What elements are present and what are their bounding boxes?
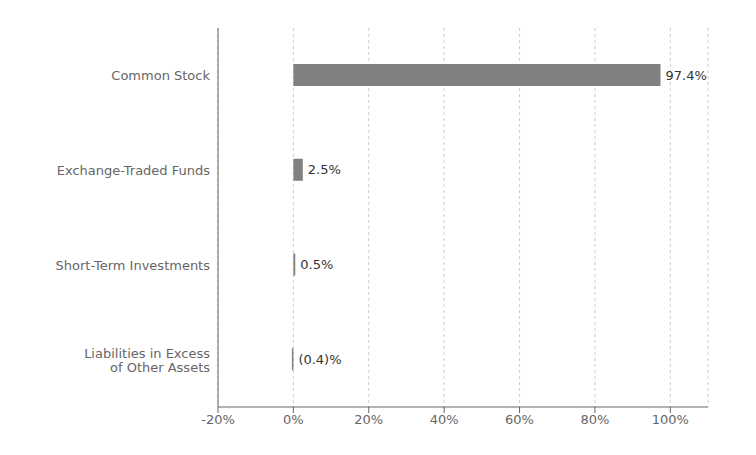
svg-text:Short-Term Investments: Short-Term Investments [56,257,211,272]
svg-text:97.4%: 97.4% [666,68,707,83]
svg-text:(0.4)%: (0.4)% [298,352,341,367]
svg-text:20%: 20% [354,412,383,427]
svg-text:80%: 80% [580,412,609,427]
svg-text:Exchange-Traded Funds: Exchange-Traded Funds [57,163,210,178]
svg-text:0%: 0% [283,412,304,427]
svg-text:Liabilities in Excessof Other: Liabilities in Excessof Other Assets [84,345,210,374]
svg-text:40%: 40% [430,412,459,427]
svg-text:Common Stock: Common Stock [111,68,210,83]
svg-text:0.5%: 0.5% [300,257,333,272]
svg-text:60%: 60% [505,412,534,427]
svg-text:-20%: -20% [201,412,235,427]
svg-text:100%: 100% [652,412,689,427]
svg-text:2.5%: 2.5% [308,162,341,177]
